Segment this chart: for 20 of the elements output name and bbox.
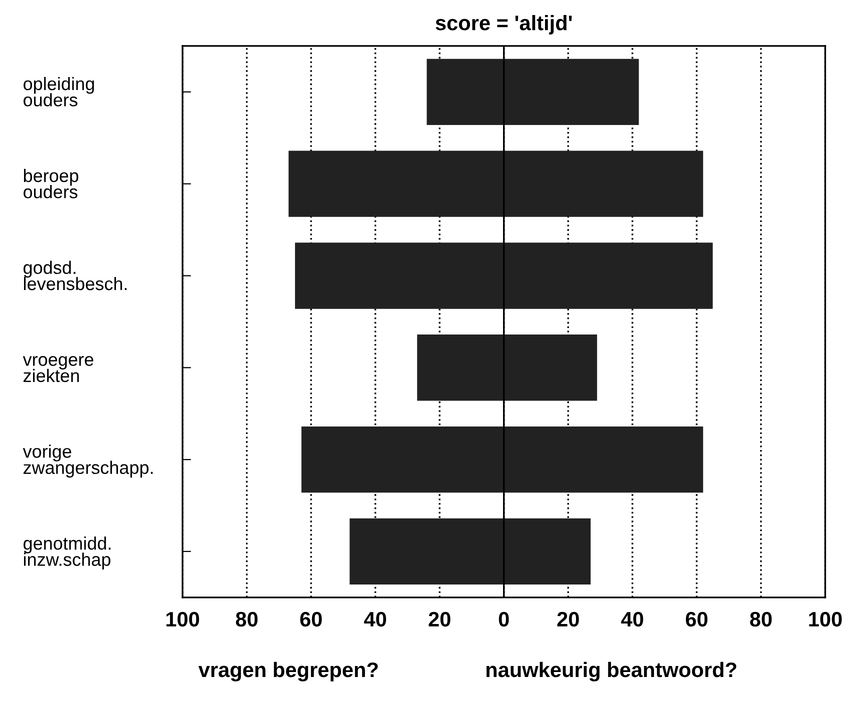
y-tick-label: beroep ouders — [24, 168, 78, 198]
y-tick-label: vorige zwangerschapp. — [22, 444, 153, 478]
y-tick-label: vroegere ziekten — [22, 356, 94, 382]
text: vragen begrepen? — [198, 662, 378, 682]
x-tick-label: 60 — [686, 612, 708, 627]
x-tick-label: 100 — [166, 612, 200, 627]
x-tick-label: 100 — [809, 612, 842, 627]
y-tick-label: godsd. levensbesch. — [24, 260, 127, 290]
x-tick-label: 20 — [428, 612, 450, 627]
x-tick-label: 40 — [621, 612, 644, 627]
chart-title: score = 'altijd' — [436, 15, 572, 34]
x-tick-label: 40 — [364, 612, 386, 627]
x-tick-label: 80 — [750, 612, 772, 627]
y-tick-label: opleiding ouders — [24, 76, 94, 106]
x-tick-label: 80 — [236, 612, 258, 627]
text: nauwkeurig beantwoord? — [486, 662, 736, 682]
y-tick-label: genotmidd. inzw.schap — [24, 536, 110, 570]
x-tick-label: 20 — [557, 612, 579, 627]
x-tick-label: 0 — [498, 612, 509, 627]
x-tick-label: 60 — [300, 612, 322, 627]
